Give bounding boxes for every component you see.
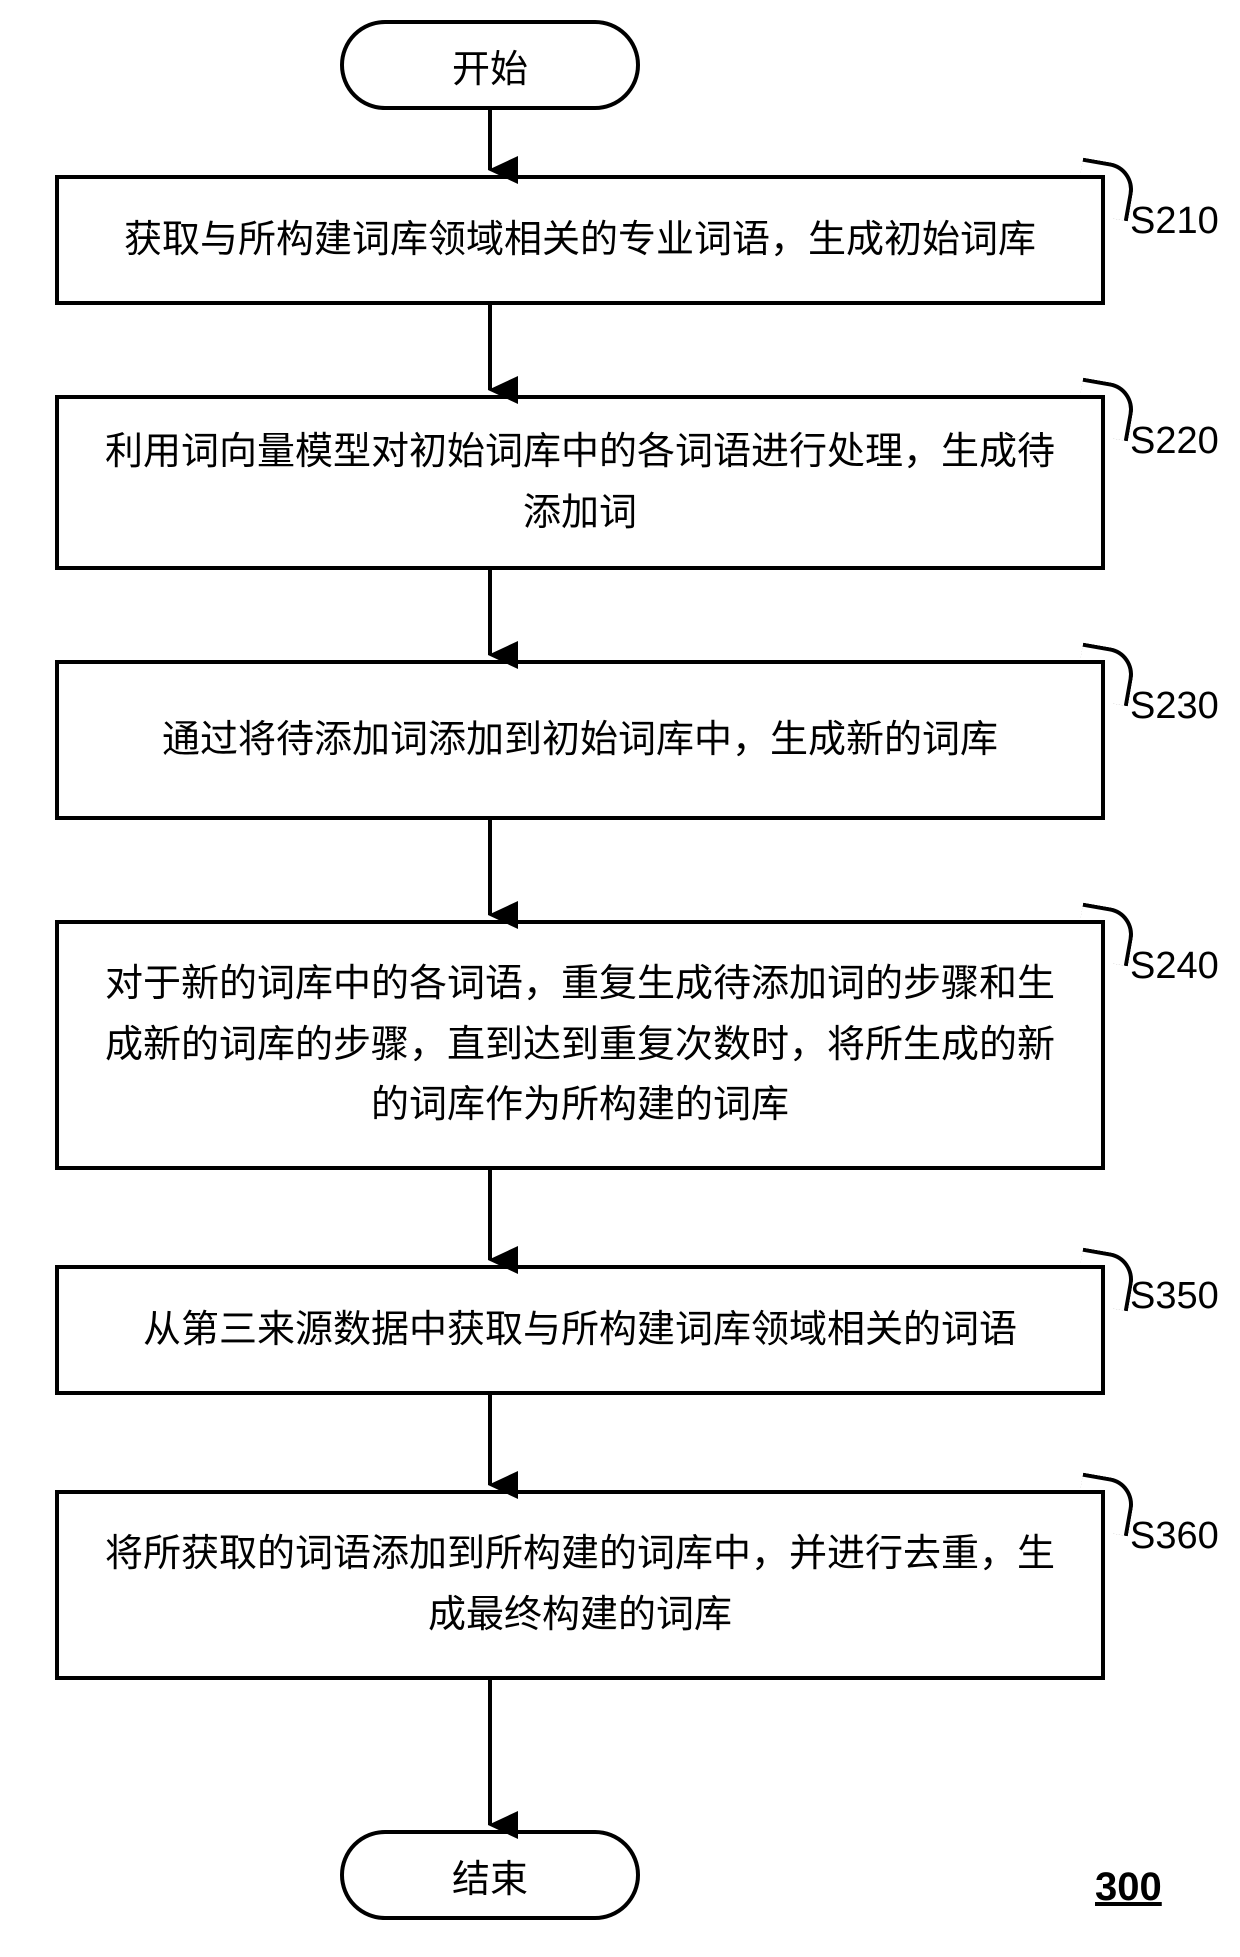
label-hook: [1074, 903, 1138, 967]
label-hook: [1074, 378, 1138, 442]
step-text: 从第三来源数据中获取与所构建词库领域相关的词语: [143, 1300, 1017, 1361]
step-label-s230: S230: [1130, 685, 1219, 728]
terminal-start-text: 开始: [452, 38, 528, 93]
step-s230: 通过将待添加词添加到初始词库中，生成新的词库: [55, 660, 1105, 820]
step-text: 将所获取的词语添加到所构建的词库中，并进行去重，生成最终构建的词库: [89, 1524, 1071, 1646]
step-s360: 将所获取的词语添加到所构建的词库中，并进行去重，生成最终构建的词库: [55, 1490, 1105, 1680]
step-label-s360: S360: [1130, 1515, 1219, 1558]
step-s350: 从第三来源数据中获取与所构建词库领域相关的词语: [55, 1265, 1105, 1395]
terminal-end-text: 结束: [452, 1848, 528, 1903]
step-label-s240: S240: [1130, 945, 1219, 988]
terminal-end: 结束: [340, 1830, 640, 1920]
step-text: 获取与所构建词库领域相关的专业词语，生成初始词库: [124, 210, 1036, 271]
step-label-s220: S220: [1130, 420, 1219, 463]
terminal-start: 开始: [340, 20, 640, 110]
figure-number: 300: [1095, 1865, 1162, 1910]
step-text: 通过将待添加词添加到初始词库中，生成新的词库: [162, 710, 998, 771]
step-s220: 利用词向量模型对初始词库中的各词语进行处理，生成待添加词: [55, 395, 1105, 570]
step-label-s350: S350: [1130, 1275, 1219, 1318]
step-s210: 获取与所构建词库领域相关的专业词语，生成初始词库: [55, 175, 1105, 305]
label-hook: [1074, 158, 1138, 222]
step-text: 利用词向量模型对初始词库中的各词语进行处理，生成待添加词: [89, 422, 1071, 544]
step-text: 对于新的词库中的各词语，重复生成待添加词的步骤和生成新的词库的步骤，直到达到重复…: [89, 954, 1071, 1136]
step-label-s210: S210: [1130, 200, 1219, 243]
label-hook: [1074, 1473, 1138, 1537]
label-hook: [1074, 643, 1138, 707]
flowchart-canvas: 开始 结束 获取与所构建词库领域相关的专业词语，生成初始词库 S210 利用词向…: [0, 0, 1240, 1957]
step-s240: 对于新的词库中的各词语，重复生成待添加词的步骤和生成新的词库的步骤，直到达到重复…: [55, 920, 1105, 1170]
label-hook: [1074, 1248, 1138, 1312]
